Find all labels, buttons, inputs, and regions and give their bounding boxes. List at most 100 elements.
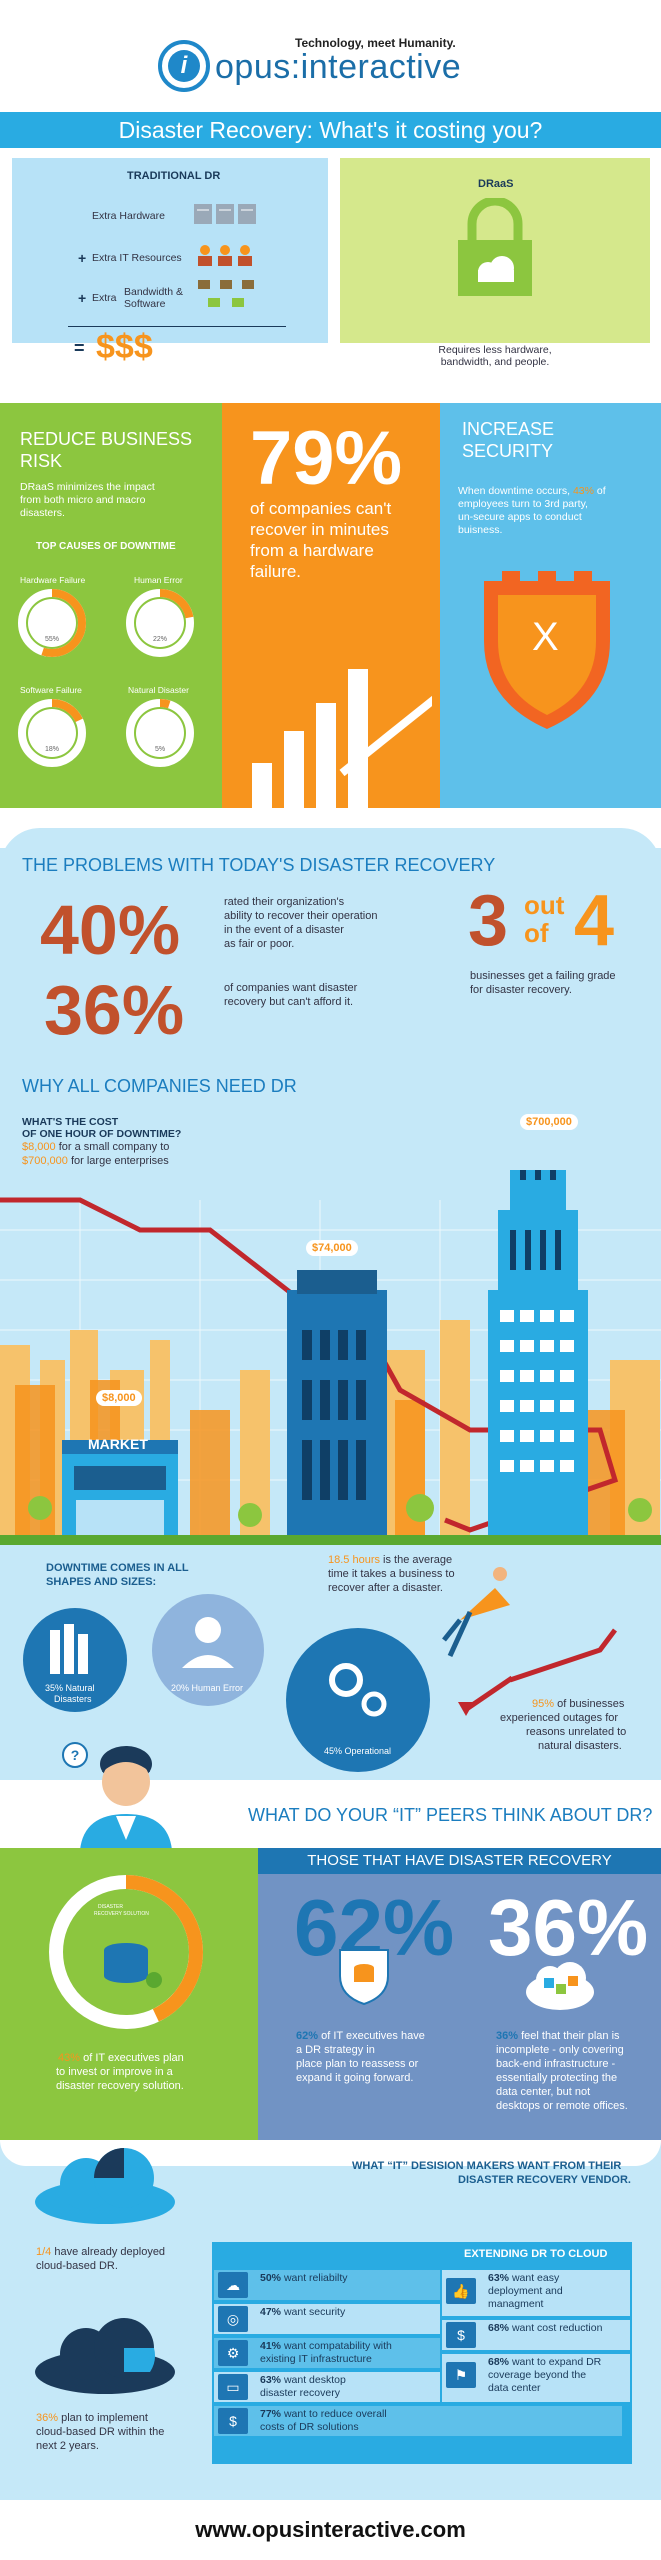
cause-label: Natural Disaster [128, 685, 189, 695]
cost-small: $8,000 for a small company to [22, 1141, 169, 1153]
section-top [0, 828, 661, 868]
list-item: $68% want cost reduction [442, 2320, 630, 2350]
downtime-title-2: SHAPES AND SIZES: [46, 1576, 157, 1588]
stat-40-line-4: as fair or poor. [224, 938, 295, 950]
cost-small-value: $8,000 [22, 1141, 56, 1153]
stat-95-line-1: 95% of businesses [532, 1698, 624, 1710]
item-pct: 47% [260, 2306, 282, 2318]
stat-36-line-2: recovery but can't afford it. [224, 996, 354, 1008]
dollar-icon: $ [218, 2408, 248, 2434]
plus-sign: + [78, 250, 87, 266]
stat-95-value: 95% [532, 1698, 555, 1710]
item-text-2: coverage beyond the [488, 2369, 587, 2381]
city-illustration [0, 1170, 661, 1535]
item-text-3: managment [488, 2298, 544, 2310]
out-text: out [524, 890, 565, 920]
cloud2-line-3: next 2 years. [36, 2440, 99, 2452]
lock-icon [458, 198, 532, 296]
cloud2-text-1: plan to implement [61, 2412, 148, 2424]
extra-hardware-label: Extra Hardware [92, 210, 165, 222]
peers-title: WHAT DO YOUR “IT” PEERS THINK ABOUT DR? [248, 1805, 653, 1825]
cause-donut-center [28, 599, 76, 647]
reduce-title-2: RISK [20, 451, 63, 471]
logo-icon[interactable]: i [158, 40, 210, 92]
thumbs-up-icon: 👍 [446, 2278, 476, 2304]
equals-sign: = [74, 338, 85, 358]
traditional-dr-panel: TRADITIONAL DR Extra Hardware + Extra IT… [12, 158, 328, 366]
item-pct: 68% [488, 2356, 510, 2368]
location-pin-icon: ⚑ [446, 2362, 476, 2388]
item-text-2: disaster recovery [260, 2387, 340, 2399]
cloud-36-icon [35, 2318, 175, 2394]
stat-43-value: 43% [58, 2052, 81, 2064]
stat-62-line-2: a DR strategy in [296, 2044, 375, 2056]
cause-donut-arc [18, 589, 86, 657]
hours-line-3: recover after a disaster. [328, 1582, 443, 1594]
stat-43-line-2: to invest or improve in a [56, 2066, 173, 2078]
downtime-title-1: DOWNTIME COMES IN ALL [46, 1562, 189, 1574]
page-title: Disaster Recovery: What's it costing you… [0, 112, 661, 148]
stat-36b-line-5: data center, but not [496, 2086, 591, 2098]
draas-caption-1: Requires less hardware, [438, 344, 552, 356]
grade-line-1: businesses get a failing grade [470, 970, 616, 982]
market-sign: MARKET [88, 1436, 148, 1452]
stat-36b-text-1: feel that their plan is [521, 2030, 620, 2042]
causes-donuts: 55% 22% 18% 5% [18, 589, 194, 767]
item-text: want to reduce overall [283, 2408, 387, 2420]
list-item: ☁ 50% want reliabilty [214, 2270, 440, 2300]
bar-graph-icon [252, 669, 432, 808]
globe-icon: ◎ [218, 2306, 248, 2332]
cause-donut-arc [126, 699, 194, 767]
software-label: Software [124, 298, 166, 310]
cause-pct: 18% [45, 746, 59, 753]
cost-large: $700,000 for large enterprises [22, 1155, 169, 1167]
reduce-title-1: REDUCE BUSINESS [20, 429, 193, 449]
cloud1-line-1: 1/4 have already deployed [36, 2246, 165, 2258]
ring-label-2: RECOVERY SOLUTION [94, 1911, 149, 1917]
security-text-5: buisness. [458, 524, 503, 536]
stat-36b-line-3: back-end infrastructure - [496, 2058, 616, 2070]
tag-8k: $8,000 [96, 1390, 142, 1406]
item-pct: 63% [260, 2374, 282, 2386]
cloud-icon: ☁ [218, 2272, 248, 2298]
extra-label: Extra [92, 292, 117, 304]
stat-36b: 36% [488, 1883, 649, 1972]
security-title-2: SECURITY [462, 441, 554, 461]
stat-40-line-3: in the event of a disaster [224, 924, 344, 936]
stat-62-line-4: expand it going forward. [296, 2072, 414, 2084]
logo-text[interactable]: opus:interactive [215, 48, 462, 86]
footer-url[interactable]: www.opusinteractive.com [195, 2517, 466, 2542]
draas-panel: DRaaS Requires less hardware, bandwidth,… [340, 158, 650, 368]
cause-donut-arc [18, 699, 86, 767]
item-text: want security [283, 2306, 346, 2318]
money-icon: $ [446, 2322, 476, 2348]
vendor-title-1: WHAT “IT” DESISION MAKERS WANT FROM THEI… [352, 2160, 622, 2172]
human-label: 20% Human Error [171, 1683, 244, 1693]
hours-text-1: is the average [383, 1554, 453, 1566]
tag-74k: $74,000 [306, 1240, 358, 1256]
item-pct: 63% [488, 2272, 510, 2284]
shield-icon [484, 571, 610, 729]
hours-value: 18.5 hours [328, 1554, 380, 1566]
server-icon [194, 204, 256, 224]
hours-line-2: time it takes a business to [328, 1568, 455, 1580]
natural-label-1: 35% Natural [45, 1683, 95, 1693]
item-text-2: costs of DR solutions [260, 2421, 359, 2433]
peers-blue-panel [258, 1848, 661, 2140]
people-icon [198, 245, 252, 266]
reduce-risk-panel: REDUCE BUSINESS RISK DRaaS minimizes the… [0, 403, 222, 808]
draas-title: DRaaS [478, 178, 514, 190]
cost-large-text: for large enterprises [70, 1155, 169, 1167]
stat-95-line-3: reasons unrelated to [526, 1726, 627, 1738]
plus-sign-2: + [78, 290, 87, 306]
cloud2-line-1: 36% plan to implement [36, 2412, 148, 2424]
stat-79-line-2: recover in minutes [250, 520, 389, 539]
cost-question-1: WHAT'S THE COST [22, 1116, 119, 1128]
stat-36-line-1: of companies want disaster [224, 982, 358, 994]
item-text: want reliabilty [283, 2272, 348, 2284]
list-item: ◎ 47% want security [214, 2304, 440, 2334]
cost-value: $$$ [96, 328, 153, 366]
cause-label: Human Error [134, 575, 183, 585]
cause-pct: 55% [45, 636, 59, 643]
cause-donut-center [136, 709, 184, 757]
